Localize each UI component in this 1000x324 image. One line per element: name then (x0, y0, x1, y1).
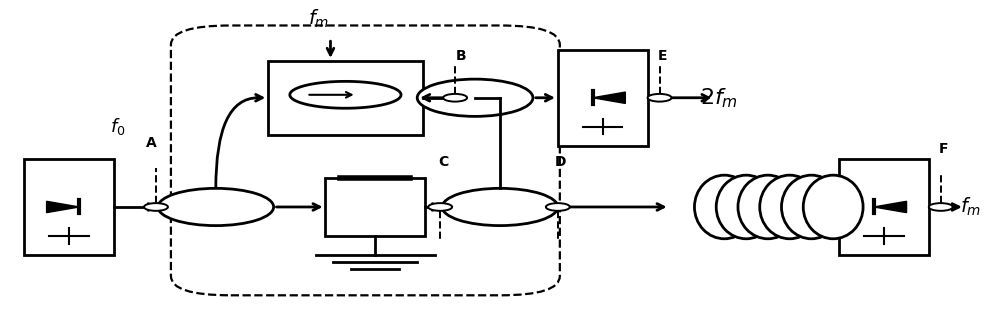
Circle shape (929, 203, 953, 211)
Text: $2f_m$: $2f_m$ (700, 86, 738, 110)
Text: $f_m$: $f_m$ (960, 196, 981, 218)
Circle shape (546, 203, 570, 211)
Circle shape (144, 203, 168, 211)
Circle shape (648, 94, 672, 102)
Ellipse shape (738, 175, 798, 239)
Polygon shape (874, 201, 907, 213)
Ellipse shape (694, 175, 754, 239)
Text: C: C (438, 155, 448, 169)
Bar (325, 178, 425, 236)
Ellipse shape (716, 175, 776, 239)
Circle shape (417, 79, 533, 116)
Ellipse shape (781, 175, 841, 239)
Text: A: A (146, 136, 156, 150)
Circle shape (158, 188, 274, 226)
Circle shape (443, 94, 467, 102)
Bar (558, 50, 648, 146)
Text: B: B (456, 49, 466, 63)
Bar (24, 159, 114, 255)
Polygon shape (47, 201, 79, 213)
Text: E: E (658, 49, 667, 63)
Bar (839, 159, 929, 255)
Circle shape (428, 203, 452, 211)
Circle shape (442, 188, 558, 226)
Ellipse shape (760, 175, 820, 239)
Polygon shape (593, 92, 625, 103)
Text: $f_0$: $f_0$ (110, 116, 126, 137)
Text: $f_m$: $f_m$ (308, 8, 329, 30)
Bar (268, 61, 423, 135)
Text: F: F (939, 142, 949, 156)
Text: D: D (555, 155, 567, 169)
Ellipse shape (803, 175, 863, 239)
